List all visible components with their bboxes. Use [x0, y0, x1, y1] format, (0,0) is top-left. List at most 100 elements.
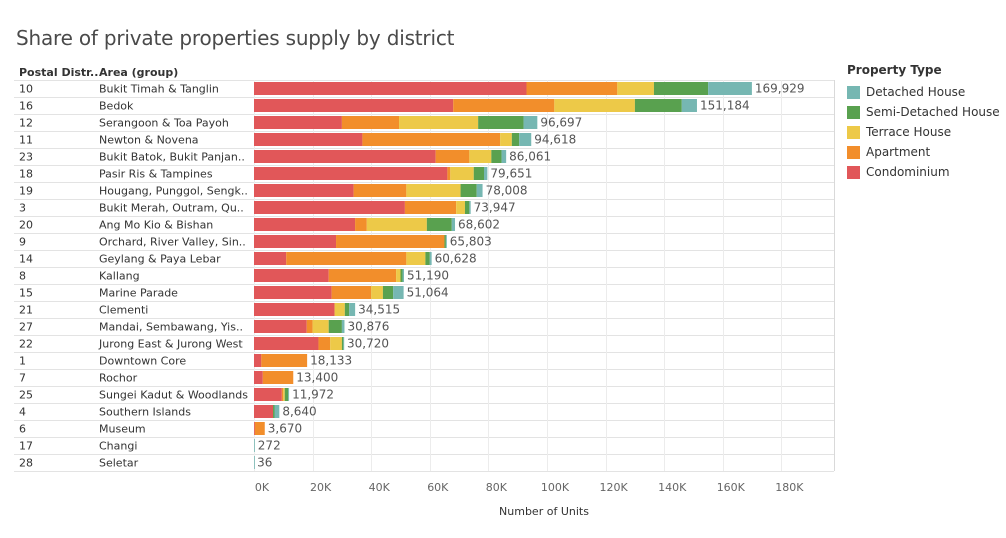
bar-segment-detached-house	[254, 456, 255, 469]
bar-segment-terrace-house	[500, 133, 512, 146]
bar-segment-terrace-house	[399, 116, 479, 129]
bar-segment-condominium	[254, 99, 454, 112]
bar-segment-detached-house	[681, 99, 697, 112]
bar-segment-condominium	[254, 303, 335, 316]
bar-total-label: 13,400	[296, 371, 338, 385]
bar-segment-apartment	[526, 82, 618, 95]
row-district-label: 8	[19, 270, 26, 283]
bar-segment-detached-house	[523, 116, 538, 129]
row-area-label: Ang Mo Kio & Bishan	[99, 219, 213, 232]
x-tick-label: 60K	[427, 481, 449, 494]
bar-segment-detached-house	[393, 286, 404, 299]
bar-segment-apartment	[341, 116, 400, 129]
row-area-label: Marine Parade	[99, 287, 178, 300]
bar-total-label: 60,628	[435, 252, 477, 266]
row-area-label: Bukit Batok, Bukit Panjan..	[99, 151, 245, 164]
legend-label: Terrace House	[866, 125, 952, 139]
row-area-label: Rochor	[99, 372, 138, 385]
bar-segment-detached-house	[451, 218, 456, 231]
row-district-label: 20	[19, 219, 33, 232]
row-district-label: 19	[19, 185, 33, 198]
bar-total-label: 51,190	[407, 269, 449, 283]
x-tick-label: 20K	[310, 481, 332, 494]
bar-segment-terrace-house	[456, 201, 465, 214]
row-district-label: 9	[19, 236, 26, 249]
header-postal-district: Postal Distr..	[19, 66, 98, 79]
row-area-label: Bukit Merah, Outram, Qu..	[99, 202, 244, 215]
row-district-label: 1	[19, 355, 26, 368]
legend-item: Terrace House	[847, 122, 1000, 142]
bar-total-label: 68,602	[458, 218, 500, 232]
bar-segment-condominium	[254, 337, 319, 350]
legend-item: Condominium	[847, 162, 1000, 182]
bar-segment-apartment	[328, 269, 397, 282]
bar-segment-apartment	[306, 320, 313, 333]
bar-segment-terrace-house	[406, 184, 461, 197]
row-district-label: 27	[19, 321, 33, 334]
legend-swatch	[847, 125, 860, 139]
bar-segment-apartment	[262, 371, 294, 384]
chart-title: Share of private properties supply by di…	[16, 26, 455, 50]
bar-total-label: 73,947	[474, 201, 516, 215]
bar-segment-detached-house	[708, 82, 752, 95]
bar-segment-semi-detached-house	[653, 82, 709, 95]
bar-segment-detached-house	[469, 201, 471, 214]
bar-total-label: 30,876	[347, 320, 389, 334]
bar-total-label: 94,618	[534, 133, 576, 147]
bar-segment-condominium	[254, 422, 255, 435]
row-district-label: 11	[19, 134, 33, 147]
bar-total-label: 11,972	[292, 388, 334, 402]
bar-segment-condominium	[254, 252, 287, 265]
legend-swatch	[847, 165, 860, 179]
legend-title: Property Type	[847, 63, 942, 77]
bar-segment-apartment	[435, 150, 470, 163]
bar-total-label: 34,515	[358, 303, 400, 317]
row-district-label: 12	[19, 117, 33, 130]
bar-segment-condominium	[254, 354, 262, 367]
row-district-label: 18	[19, 168, 33, 181]
legend-swatch	[847, 85, 860, 99]
bar-segment-apartment	[286, 252, 407, 265]
x-tick-label: 80K	[486, 481, 508, 494]
bar-total-label: 3,670	[268, 422, 302, 436]
bar-total-label: 151,184	[700, 99, 750, 113]
bar-total-label: 8,640	[282, 405, 316, 419]
row-area-label: Bukit Timah & Tanglin	[99, 83, 219, 96]
bar-segment-apartment	[353, 184, 407, 197]
bar-segment-semi-detached-house	[634, 99, 682, 112]
row-district-label: 28	[19, 457, 33, 470]
row-area-label: Jurong East & Jurong West	[98, 338, 243, 351]
x-tick-label: 0K	[255, 481, 270, 494]
bar-segment-terrace-house	[554, 99, 635, 112]
bar-segment-semi-detached-house	[328, 320, 342, 333]
bar-segment-terrace-house	[366, 218, 427, 231]
bar-segment-condominium	[254, 371, 263, 384]
bar-segment-semi-detached-house	[511, 133, 520, 146]
bar-segment-detached-house	[484, 167, 488, 180]
row-district-label: 23	[19, 151, 33, 164]
bar-segment-detached-house	[429, 252, 432, 265]
bar-segment-apartment	[404, 201, 457, 214]
bar-segment-condominium	[254, 388, 282, 401]
bar-segment-semi-detached-house	[444, 235, 446, 248]
bar-segment-apartment	[447, 167, 451, 180]
bar-segment-detached-house	[274, 405, 280, 418]
bar-segment-terrace-house	[396, 269, 401, 282]
row-area-label: Seletar	[99, 457, 139, 470]
row-district-label: 14	[19, 253, 33, 266]
bar-segment-semi-detached-house	[478, 116, 524, 129]
bar-segment-semi-detached-house	[273, 405, 275, 418]
bar-segment-condominium	[254, 82, 527, 95]
bar-segment-condominium	[254, 184, 354, 197]
x-axis-title: Number of Units	[499, 505, 589, 518]
bar-segment-semi-detached-house	[464, 201, 470, 214]
bar-segment-terrace-house	[371, 286, 383, 299]
bar-segment-detached-house	[476, 184, 483, 197]
row-area-label: Southern Islands	[99, 406, 191, 419]
row-area-label: Clementi	[99, 304, 148, 317]
bar-segment-semi-detached-house	[491, 150, 502, 163]
bar-segment-condominium	[254, 167, 448, 180]
bar-segment-semi-detached-house	[344, 303, 350, 316]
bar-segment-semi-detached-house	[341, 337, 344, 350]
